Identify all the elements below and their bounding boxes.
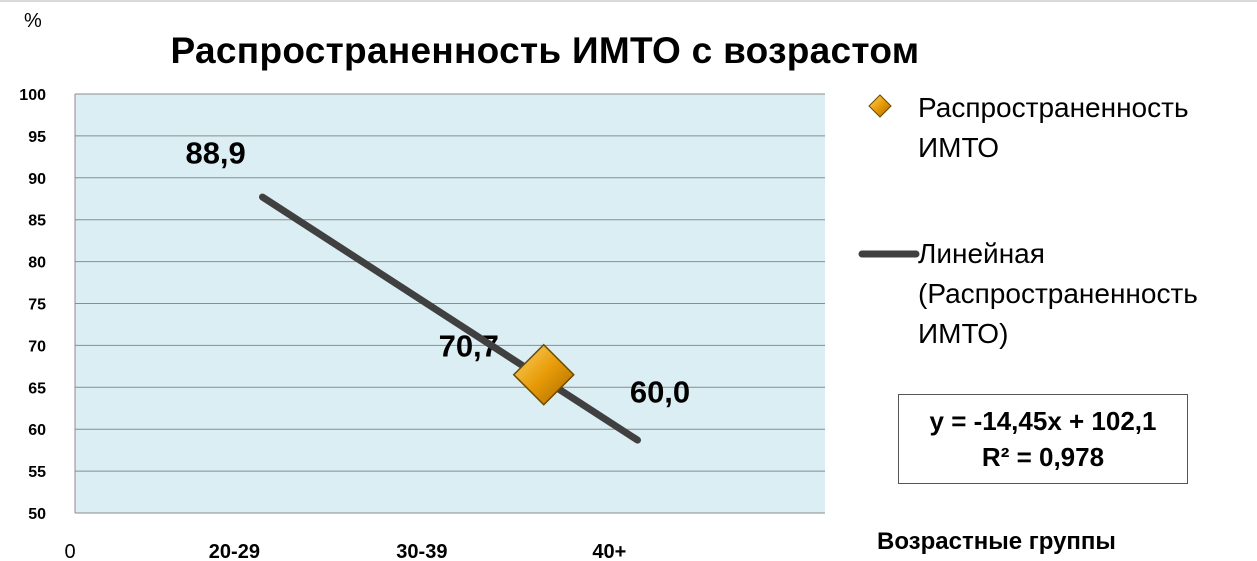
x-tick-label: 20-29	[209, 541, 260, 561]
legend-item-series: Распространенность ИМТО	[918, 92, 1189, 163]
y-tick-label: 65	[28, 380, 46, 397]
trendline-r-squared: R² = 0,978	[981, 442, 1105, 472]
y-tick-label: 60	[28, 422, 46, 439]
legend-item-trendline: Линейная (Распространенность ИМТО)	[918, 238, 1198, 349]
data-label: 60,0	[630, 374, 690, 409]
data-label: 88,9	[185, 136, 245, 171]
data-point-marker	[512, 343, 575, 406]
x-origin-label: 0	[64, 541, 75, 561]
y-tick-label: 55	[28, 464, 46, 481]
trendline	[259, 193, 641, 444]
y-tick-label: 50	[28, 506, 46, 523]
y-unit-label: %	[24, 10, 42, 32]
x-tick-label: 30-39	[396, 541, 447, 561]
y-tick-label: 80	[28, 255, 46, 272]
y-tick-label: 75	[28, 297, 46, 314]
y-tick-label: 70	[28, 338, 46, 355]
y-tick-label: 85	[28, 213, 46, 230]
x-axis-label: Возрастные группы	[877, 528, 1116, 555]
trendline-equation: y = -14,45x + 102,1	[929, 406, 1157, 436]
y-tick-label: 90	[28, 171, 46, 188]
legend-diamond-icon	[868, 94, 892, 118]
x-tick-label: 40+	[592, 541, 626, 561]
top-divider	[0, 0, 1257, 2]
trendline-equation-box: y = -14,45x + 102,1 R² = 0,978	[898, 394, 1188, 484]
y-tick-label: 95	[28, 129, 46, 146]
y-tick-label: 100	[19, 87, 46, 104]
chart-title: Распространенность ИМТО с возрастом	[170, 30, 920, 71]
